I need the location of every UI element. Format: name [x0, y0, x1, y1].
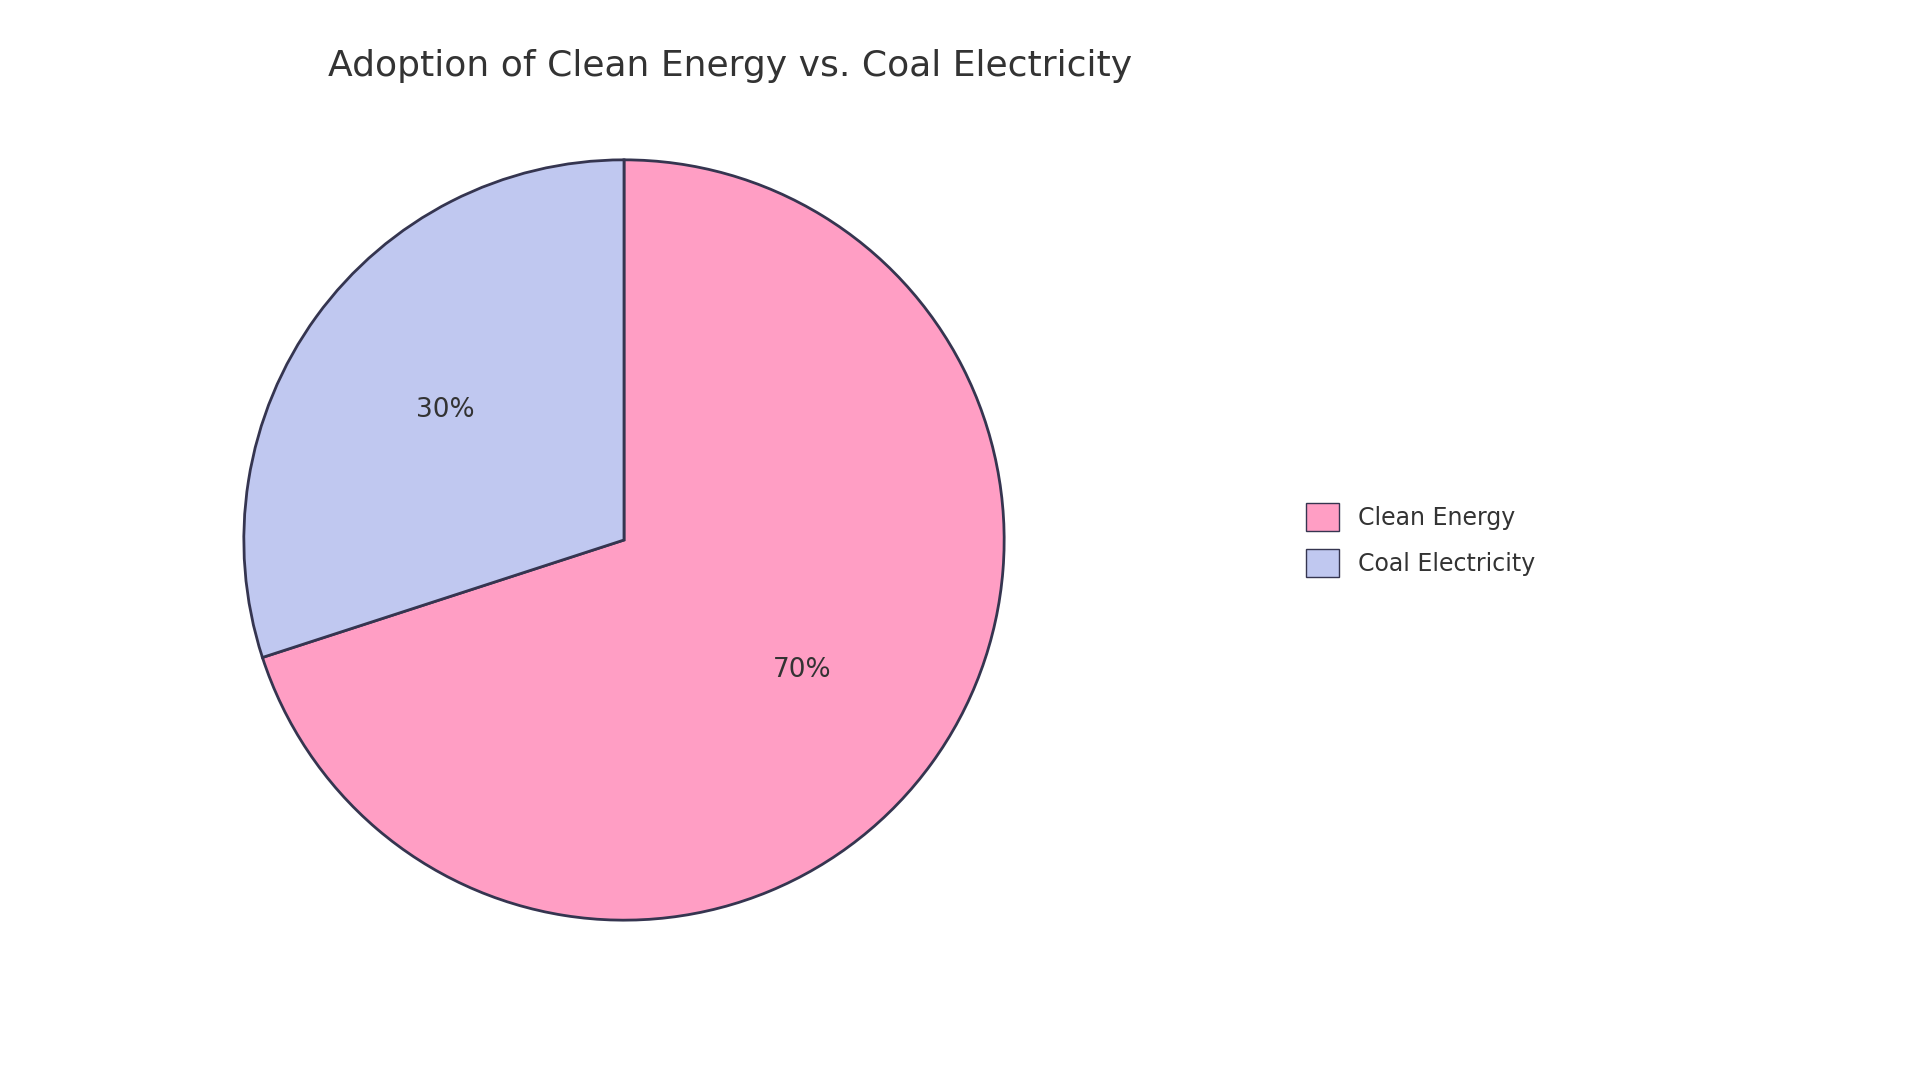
Text: Adoption of Clean Energy vs. Coal Electricity: Adoption of Clean Energy vs. Coal Electr…	[328, 49, 1131, 82]
Legend: Clean Energy, Coal Electricity: Clean Energy, Coal Electricity	[1286, 485, 1555, 595]
Text: 30%: 30%	[417, 397, 474, 423]
Text: 70%: 70%	[774, 657, 831, 683]
Wedge shape	[244, 160, 624, 658]
Wedge shape	[263, 160, 1004, 920]
